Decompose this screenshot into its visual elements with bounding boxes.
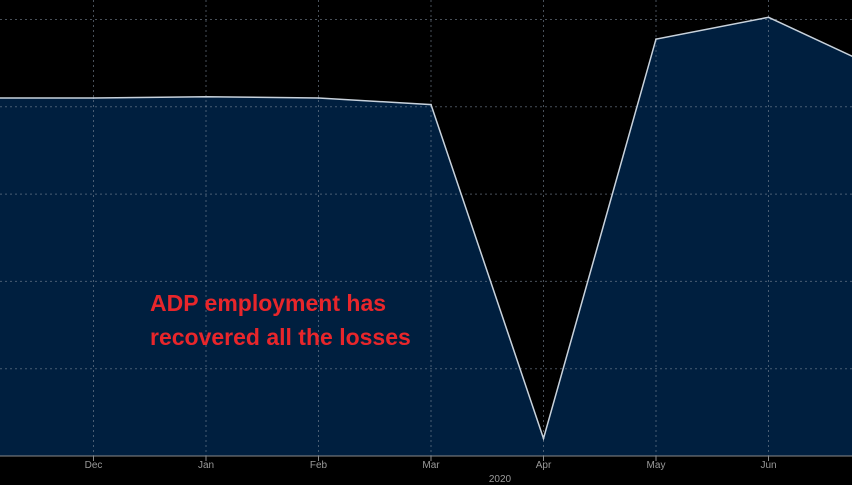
x-tick-label: Dec: [85, 460, 103, 471]
year-label: 2020: [489, 474, 512, 485]
data-point-mar: [430, 103, 432, 106]
data-point-jun: [767, 16, 770, 19]
grid: [0, 0, 852, 456]
series-line-group: [0, 16, 852, 442]
data-point-jan: [205, 95, 207, 98]
data-point-may: [655, 38, 657, 40]
annotation-text: ADP employment has recovered all the los…: [150, 290, 411, 350]
annotation-line-1: ADP employment has: [150, 290, 386, 316]
annotation-line-2: recovered all the losses: [150, 324, 411, 350]
x-tick-label: Feb: [310, 460, 328, 471]
x-tick-label: Jun: [760, 460, 776, 471]
data-point-feb: [317, 97, 320, 99]
data-point-apr: [542, 437, 545, 440]
x-axis: Dec Jan Feb Mar Apr May Jun: [0, 455, 852, 471]
data-point-dec: [92, 97, 95, 99]
x-tick-label: Jan: [198, 460, 214, 471]
x-tick-label: Apr: [536, 460, 552, 471]
x-tick-label: Mar: [422, 460, 440, 471]
x-tick-label: May: [647, 460, 666, 471]
plot-area: [0, 17, 852, 456]
series-area: [0, 17, 852, 456]
